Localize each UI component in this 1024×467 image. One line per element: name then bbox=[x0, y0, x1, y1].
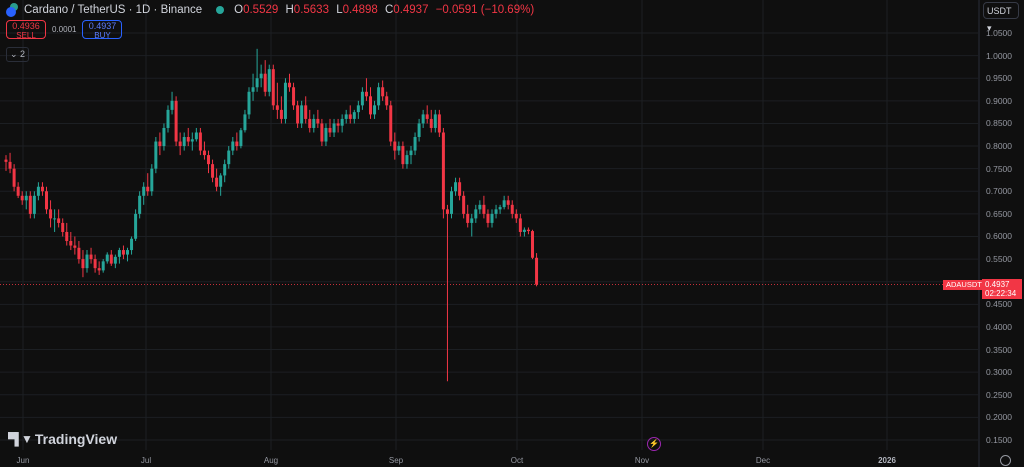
trade-panel: 0.4936 SELL 0.0001 0.4937 BUY bbox=[6, 20, 123, 40]
price-tick-label: 0.2000 bbox=[986, 412, 1012, 423]
last-price-label: 0.4937 02:22:34 bbox=[982, 279, 1022, 299]
sell-button[interactable]: 0.4936 SELL bbox=[6, 20, 46, 40]
price-tick-label: 0.8000 bbox=[986, 141, 1012, 152]
price-tick-label: 0.4500 bbox=[986, 299, 1012, 310]
currency-select[interactable]: USDT ▾ bbox=[983, 2, 1019, 33]
tradingview-logo[interactable]: ▀▌▼ TradingView bbox=[8, 431, 118, 447]
price-tick-label: 1.0000 bbox=[986, 50, 1012, 61]
price-tick-label: 0.7500 bbox=[986, 163, 1012, 174]
price-tick-label: 1.0500 bbox=[986, 28, 1012, 38]
time-tick-label: Oct bbox=[510, 456, 524, 465]
price-tick-label: 0.3000 bbox=[986, 367, 1012, 378]
indicators-toggle-button[interactable]: ⌄ 2 bbox=[6, 47, 29, 62]
price-tick-label: 0.5500 bbox=[986, 254, 1012, 265]
price-change: −0.0591 (−10.69%) bbox=[435, 4, 535, 16]
price-tick-label: 0.9000 bbox=[986, 95, 1012, 106]
market-open-status-icon bbox=[216, 6, 225, 14]
price-tick-label: 0.9500 bbox=[986, 73, 1012, 84]
spread-value: 0.0001 bbox=[52, 25, 77, 34]
price-tick-label: 0.3500 bbox=[986, 344, 1012, 355]
time-tick-label: Jun bbox=[16, 456, 30, 465]
time-tick-label: Nov bbox=[634, 456, 650, 465]
buy-button[interactable]: 0.4937 BUY bbox=[82, 20, 123, 40]
price-tick-label: 0.6000 bbox=[986, 231, 1012, 242]
cardano-logo-icon bbox=[6, 3, 20, 17]
tradingview-logo-icon: ▀▌▼ bbox=[8, 432, 33, 446]
time-tick-label: Sep bbox=[388, 456, 404, 465]
price-tick-label: 0.1500 bbox=[986, 434, 1012, 445]
time-tick-label: 2026 bbox=[878, 456, 896, 465]
symbol-price-label: ADAUSDT bbox=[943, 280, 985, 290]
ohlc-values: O0.5529 H0.5633 L0.4898 C0.4937 −0.0591 … bbox=[234, 4, 535, 16]
event-lightning-icon[interactable]: ⚡ bbox=[647, 437, 661, 451]
price-tick-label: 0.8500 bbox=[986, 118, 1012, 129]
time-tick-label: Aug bbox=[263, 456, 279, 465]
price-tick-label: 0.4000 bbox=[986, 321, 1012, 332]
price-tick-label: 0.2500 bbox=[986, 389, 1012, 400]
symbol-title[interactable]: Cardano / TetherUS · 1D · Binance bbox=[24, 4, 203, 16]
time-tick-label: Dec bbox=[755, 456, 771, 465]
symbol-header: Cardano / TetherUS · 1D · Binance O0.552… bbox=[6, 3, 538, 17]
settings-gear-icon[interactable] bbox=[1000, 455, 1011, 466]
price-tick-label: 0.6500 bbox=[986, 208, 1012, 219]
price-tick-label: 0.7000 bbox=[986, 186, 1012, 197]
time-tick-label: Jul bbox=[140, 456, 152, 465]
